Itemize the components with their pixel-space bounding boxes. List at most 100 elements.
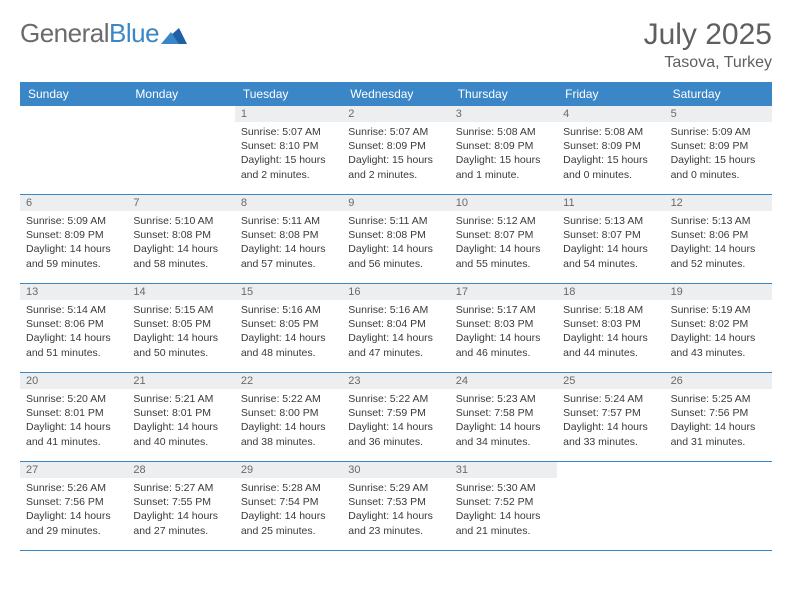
day-number: 12 — [665, 195, 772, 211]
day-info-line: Sunrise: 5:14 AM — [26, 303, 121, 317]
day-content: Sunrise: 5:08 AMSunset: 8:09 PMDaylight:… — [450, 122, 557, 186]
day-info-line: Sunrise: 5:20 AM — [26, 392, 121, 406]
calendar-day-cell: 3Sunrise: 5:08 AMSunset: 8:09 PMDaylight… — [450, 106, 557, 194]
day-info-line: and 2 minutes. — [348, 168, 443, 182]
calendar-week-row: 20Sunrise: 5:20 AMSunset: 8:01 PMDayligh… — [20, 373, 772, 462]
day-content: Sunrise: 5:12 AMSunset: 8:07 PMDaylight:… — [450, 211, 557, 275]
day-number: 28 — [127, 462, 234, 478]
calendar-day-cell: 26Sunrise: 5:25 AMSunset: 7:56 PMDayligh… — [665, 373, 772, 461]
day-info-line: Daylight: 14 hours — [563, 242, 658, 256]
day-info-line: Sunset: 8:01 PM — [133, 406, 228, 420]
day-info-line: Sunrise: 5:17 AM — [456, 303, 551, 317]
calendar-day-cell: 25Sunrise: 5:24 AMSunset: 7:57 PMDayligh… — [557, 373, 664, 461]
day-info-line: Daylight: 14 hours — [671, 242, 766, 256]
day-info-line: and 21 minutes. — [456, 524, 551, 538]
day-content: Sunrise: 5:11 AMSunset: 8:08 PMDaylight:… — [235, 211, 342, 275]
day-content: Sunrise: 5:27 AMSunset: 7:55 PMDaylight:… — [127, 478, 234, 542]
day-info-line: Sunrise: 5:19 AM — [671, 303, 766, 317]
day-info-line: and 44 minutes. — [563, 346, 658, 360]
day-info-line: and 50 minutes. — [133, 346, 228, 360]
day-info-line: Sunset: 7:59 PM — [348, 406, 443, 420]
day-info-line: Sunrise: 5:12 AM — [456, 214, 551, 228]
calendar-body: 1Sunrise: 5:07 AMSunset: 8:10 PMDaylight… — [20, 106, 772, 551]
day-number: 31 — [450, 462, 557, 478]
day-info-line: and 38 minutes. — [241, 435, 336, 449]
day-info-line: Sunrise: 5:22 AM — [241, 392, 336, 406]
day-info-line: Sunset: 8:07 PM — [456, 228, 551, 242]
calendar-day-cell: 2Sunrise: 5:07 AMSunset: 8:09 PMDaylight… — [342, 106, 449, 194]
day-info-line: Sunrise: 5:21 AM — [133, 392, 228, 406]
day-info-line: Sunset: 8:01 PM — [26, 406, 121, 420]
day-info-line: Sunset: 8:00 PM — [241, 406, 336, 420]
day-info-line: Daylight: 14 hours — [348, 420, 443, 434]
day-content: Sunrise: 5:30 AMSunset: 7:52 PMDaylight:… — [450, 478, 557, 542]
day-number: 3 — [450, 106, 557, 122]
day-info-line: Daylight: 14 hours — [241, 420, 336, 434]
calendar-day-cell — [665, 462, 772, 550]
day-number: 25 — [557, 373, 664, 389]
day-number: 19 — [665, 284, 772, 300]
day-number: 5 — [665, 106, 772, 122]
day-info-line: Daylight: 15 hours — [563, 153, 658, 167]
day-info-line: Daylight: 14 hours — [456, 242, 551, 256]
day-info-line: Sunset: 8:09 PM — [26, 228, 121, 242]
day-info-line: Sunset: 7:58 PM — [456, 406, 551, 420]
day-info-line: and 51 minutes. — [26, 346, 121, 360]
day-info-line: and 43 minutes. — [671, 346, 766, 360]
day-info-line: Daylight: 15 hours — [456, 153, 551, 167]
day-info-line: Daylight: 14 hours — [456, 420, 551, 434]
day-info-line: Sunrise: 5:08 AM — [563, 125, 658, 139]
day-content: Sunrise: 5:16 AMSunset: 8:04 PMDaylight:… — [342, 300, 449, 364]
calendar-week-row: 1Sunrise: 5:07 AMSunset: 8:10 PMDaylight… — [20, 106, 772, 195]
day-content: Sunrise: 5:13 AMSunset: 8:06 PMDaylight:… — [665, 211, 772, 275]
day-info-line: Sunset: 7:55 PM — [133, 495, 228, 509]
day-content: Sunrise: 5:08 AMSunset: 8:09 PMDaylight:… — [557, 122, 664, 186]
day-info-line: Daylight: 14 hours — [563, 331, 658, 345]
day-number: 27 — [20, 462, 127, 478]
day-info-line: Sunrise: 5:29 AM — [348, 481, 443, 495]
day-info-line: and 52 minutes. — [671, 257, 766, 271]
day-info-line: Sunset: 8:09 PM — [563, 139, 658, 153]
brand-word-1: General — [20, 18, 109, 49]
day-info-line: Daylight: 14 hours — [26, 420, 121, 434]
day-content: Sunrise: 5:22 AMSunset: 8:00 PMDaylight:… — [235, 389, 342, 453]
day-info-line: Sunset: 8:03 PM — [456, 317, 551, 331]
day-content: Sunrise: 5:24 AMSunset: 7:57 PMDaylight:… — [557, 389, 664, 453]
day-info-line: Sunset: 8:04 PM — [348, 317, 443, 331]
day-header-cell: Thursday — [450, 82, 557, 106]
day-info-line: and 57 minutes. — [241, 257, 336, 271]
calendar-day-cell: 29Sunrise: 5:28 AMSunset: 7:54 PMDayligh… — [235, 462, 342, 550]
day-info-line: Sunrise: 5:18 AM — [563, 303, 658, 317]
day-info-line: Daylight: 14 hours — [26, 509, 121, 523]
day-number: 17 — [450, 284, 557, 300]
day-info-line: Sunrise: 5:16 AM — [241, 303, 336, 317]
day-info-line: Sunrise: 5:26 AM — [26, 481, 121, 495]
day-info-line: Sunrise: 5:09 AM — [26, 214, 121, 228]
calendar-day-cell: 8Sunrise: 5:11 AMSunset: 8:08 PMDaylight… — [235, 195, 342, 283]
day-info-line: Daylight: 14 hours — [671, 331, 766, 345]
day-info-line: Sunrise: 5:10 AM — [133, 214, 228, 228]
calendar-day-cell: 7Sunrise: 5:10 AMSunset: 8:08 PMDaylight… — [127, 195, 234, 283]
day-info-line: and 58 minutes. — [133, 257, 228, 271]
calendar-week-row: 27Sunrise: 5:26 AMSunset: 7:56 PMDayligh… — [20, 462, 772, 551]
day-content: Sunrise: 5:20 AMSunset: 8:01 PMDaylight:… — [20, 389, 127, 453]
day-info-line: Sunset: 8:03 PM — [563, 317, 658, 331]
day-content: Sunrise: 5:29 AMSunset: 7:53 PMDaylight:… — [342, 478, 449, 542]
day-info-line: Sunset: 8:08 PM — [241, 228, 336, 242]
day-number: 1 — [235, 106, 342, 122]
day-info-line: Daylight: 14 hours — [456, 509, 551, 523]
day-number: 30 — [342, 462, 449, 478]
day-info-line: Sunset: 7:57 PM — [563, 406, 658, 420]
day-info-line: Sunrise: 5:09 AM — [671, 125, 766, 139]
day-header-cell: Monday — [127, 82, 234, 106]
day-info-line: Daylight: 14 hours — [133, 331, 228, 345]
day-info-line: Sunrise: 5:16 AM — [348, 303, 443, 317]
day-info-line: Sunset: 7:56 PM — [26, 495, 121, 509]
day-content: Sunrise: 5:07 AMSunset: 8:10 PMDaylight:… — [235, 122, 342, 186]
day-info-line: Sunset: 8:05 PM — [133, 317, 228, 331]
day-info-line: Sunrise: 5:24 AM — [563, 392, 658, 406]
calendar-day-cell: 11Sunrise: 5:13 AMSunset: 8:07 PMDayligh… — [557, 195, 664, 283]
day-number: 7 — [127, 195, 234, 211]
day-content: Sunrise: 5:14 AMSunset: 8:06 PMDaylight:… — [20, 300, 127, 364]
day-number: 18 — [557, 284, 664, 300]
